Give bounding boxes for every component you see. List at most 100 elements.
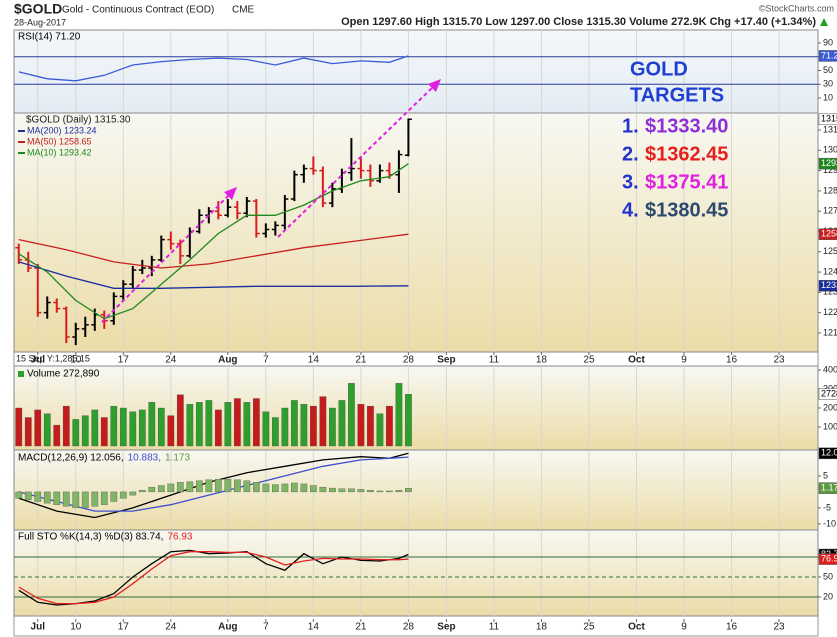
bar (386, 490, 393, 493)
legend-text: Full STO %K(14,3) %D(3) 83.74, (18, 532, 163, 543)
trend-arrow (101, 192, 232, 323)
y-tick-label: 1270 (823, 206, 837, 216)
bar (291, 482, 298, 493)
bar (386, 405, 393, 447)
bar (15, 491, 23, 499)
targets: 1. $1333.40 2. $1362.45 3. $1375.41 4. $1380.45 (622, 115, 728, 221)
last-value-box (818, 228, 837, 240)
x-tick-label: 10 (70, 355, 82, 366)
x-tick-label: Jul (31, 622, 46, 633)
bar (233, 479, 241, 493)
bar (367, 405, 374, 447)
bar (281, 407, 289, 447)
bar (319, 396, 327, 447)
last-value-box (818, 388, 837, 400)
last-value-box (818, 157, 837, 170)
x-tick-label: 28 (403, 622, 415, 633)
last-value-box (818, 553, 837, 565)
bar (91, 491, 99, 507)
bar (224, 402, 232, 447)
x-tick-label: 16 (726, 622, 738, 633)
y-tick-label: 50 (823, 65, 833, 75)
series-line (18, 163, 409, 320)
bar (53, 491, 61, 505)
bar (395, 490, 403, 493)
bar (148, 486, 156, 493)
legend-text: MA(200) 1233.24 (27, 125, 97, 135)
series-line (18, 261, 409, 289)
bar (72, 491, 80, 509)
x-tick-label: 18 (536, 622, 548, 633)
up-icon (820, 18, 828, 26)
bar (376, 490, 384, 493)
x-tick-label: 16 (726, 355, 738, 366)
x-tick-label: 9 (681, 622, 687, 633)
bar (271, 484, 279, 493)
legend-icon (18, 371, 24, 377)
bar (291, 400, 298, 447)
bar (91, 409, 99, 447)
bar (15, 407, 23, 447)
x-tick-label: 14 (308, 355, 320, 366)
y-tick-label: 1220 (823, 307, 837, 317)
y-tick-label: 1240 (823, 266, 837, 276)
bar (348, 488, 355, 493)
last-value-label: 1315.3 (821, 114, 837, 124)
y-tick-label: 1300 (823, 145, 837, 155)
x-tick-label: Oct (628, 622, 645, 633)
legend-text: 76.93 (167, 532, 192, 543)
x-tick-label: Jul (31, 355, 46, 366)
bar (214, 409, 222, 447)
trend-arrow (277, 85, 435, 238)
annotation-title: TARGETS (630, 84, 724, 106)
x-tick-label: 10 (70, 622, 82, 633)
bar (157, 485, 165, 493)
bar (53, 424, 61, 447)
x-tick-label: Sep (437, 622, 455, 633)
bar (252, 398, 260, 447)
x-tick-label: 25 (583, 355, 595, 366)
bar (300, 483, 308, 493)
panels: 9070503010RSI(14) 71.2071.20131013001290… (13, 29, 837, 637)
bar (233, 398, 241, 447)
y-tick-label: 100K (823, 421, 837, 431)
target-number: 1. (622, 115, 639, 137)
legend-text: MA(10) 1293.42 (27, 147, 92, 157)
bar (262, 483, 270, 493)
last-value-box (818, 113, 837, 126)
legend-text: Volume 272,890 (27, 369, 100, 380)
x-tick-label: 17 (118, 622, 130, 633)
bar (138, 490, 146, 493)
y-tick-label: 20 (823, 591, 833, 601)
x-tick-label: Oct (628, 355, 645, 366)
target-price: $1362.45 (645, 143, 728, 165)
x-tick-label: 21 (355, 355, 367, 366)
series-line (18, 55, 409, 82)
annotation-title: GOLD (630, 58, 688, 80)
bar (338, 400, 346, 447)
bar (167, 483, 175, 493)
bar (186, 481, 194, 493)
bar (195, 402, 203, 447)
x-tick-label: 7 (263, 622, 269, 633)
copyright: ©StockCharts.com (759, 3, 834, 13)
target-number: 3. (622, 171, 639, 193)
legend-text: RSI(14) 71.20 (18, 32, 81, 43)
bar (262, 411, 270, 447)
bar (405, 393, 412, 447)
y-tick-label: 1290 (823, 165, 837, 175)
target-price: $1380.45 (645, 199, 728, 221)
target-price: $1333.40 (645, 115, 728, 137)
y-tick-label: 10 (823, 92, 833, 102)
symbol: $GOLD (14, 1, 62, 17)
target-number: 2. (622, 143, 639, 165)
bar (138, 409, 146, 447)
bar (319, 486, 327, 493)
x-tick-label: Aug (218, 622, 237, 633)
last-value-label: 1258.6 (821, 229, 837, 239)
bar (119, 407, 127, 447)
y-tick-label: 300K (823, 383, 837, 393)
legend-text: MA(50) 1258.65 (27, 136, 92, 146)
